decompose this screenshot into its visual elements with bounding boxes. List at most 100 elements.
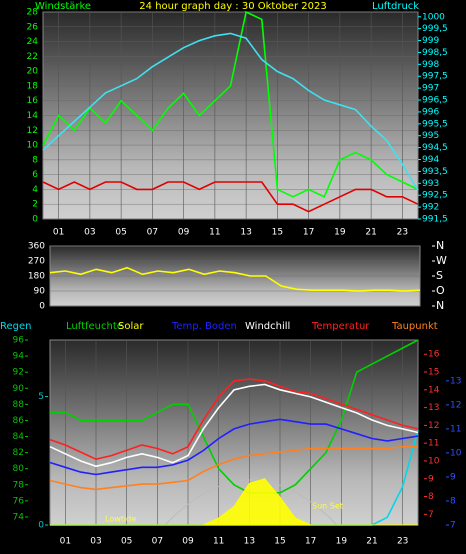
x-tick-label: 01: [60, 537, 71, 547]
x-tick-label: 21: [366, 537, 377, 547]
legend-entry: Luftfeuchte: [66, 321, 123, 332]
y-tick-label: 0: [38, 521, 44, 531]
x-tick-label: 05: [121, 537, 132, 547]
x-tick-label: 17: [305, 537, 316, 547]
chart-title: 24 hour graph day : 30 Oktober 2023: [139, 1, 326, 12]
y-tick-label: 86: [13, 416, 25, 426]
y-tick-label: 991,5: [422, 215, 448, 225]
y-tick-label: 5: [38, 392, 44, 402]
y-tick-label: 8: [428, 492, 434, 502]
x-tick-label: 21: [365, 228, 376, 238]
y-tick-label: 180: [28, 272, 45, 282]
y-tick-label: 13: [450, 376, 461, 386]
y-tick-label: 80: [13, 464, 25, 474]
y-tick-label: 270: [28, 257, 45, 267]
y-tick-label: 0: [39, 302, 45, 312]
y-tick-label: 996: [422, 107, 439, 117]
x-tick-label: 19: [334, 228, 346, 238]
x-tick-label: 11: [209, 228, 220, 238]
y-tick-label: 360: [28, 242, 45, 252]
y-tick-label: 999: [422, 36, 439, 46]
y-tick-label: 12: [27, 126, 38, 136]
series-line: [49, 383, 419, 468]
series-line: [49, 266, 421, 292]
y-tick-label: 96: [13, 336, 25, 346]
x-tick-label: 11: [213, 537, 224, 547]
x-tick-label: 13: [240, 228, 251, 238]
y-tick-label: 994: [422, 155, 439, 165]
y-tick-label: 10: [428, 456, 440, 466]
y-tick-label: W: [436, 254, 447, 267]
y-tick-label: 999,5: [422, 24, 448, 34]
series-line: [49, 418, 419, 476]
series-area: [50, 478, 418, 526]
y-tick-label: 2: [32, 200, 38, 210]
series-line: [42, 181, 419, 213]
y-tick-label: 90: [34, 287, 46, 297]
x-tick-label: 19: [336, 537, 348, 547]
x-tick-label: 01: [53, 228, 64, 238]
y-tick-label: 996,5: [422, 96, 448, 106]
y-tick-label: 9: [428, 474, 434, 484]
x-tick-label: 03: [84, 228, 95, 238]
y-tick-label: 997,5: [422, 72, 448, 82]
y-tick-label: S: [436, 269, 443, 282]
x-tick-label: 09: [182, 537, 194, 547]
y-tick-label: 9: [450, 472, 456, 482]
y-tick-label: 76: [13, 496, 25, 506]
y-tick-label: 16: [27, 96, 39, 106]
legend-entry: Taupunkt: [391, 321, 438, 332]
x-tick-label: 09: [178, 228, 190, 238]
series-line: [42, 10, 419, 198]
y-tick-label: 14: [27, 111, 39, 121]
y-tick-label: 16: [428, 350, 440, 360]
y-tick-label: 74: [13, 512, 25, 522]
y-tick-label: 998,5: [422, 48, 448, 58]
y-tick-label: 8: [450, 496, 456, 506]
y-tick-label: 24: [27, 37, 39, 47]
y-tick-label: 992: [422, 203, 439, 213]
y-tick-label: 998: [422, 60, 439, 70]
legend-entry: Windchill: [245, 321, 290, 332]
y-tick-label: 993: [422, 179, 439, 189]
x-tick-label: 23: [397, 228, 408, 238]
y-tick-label: 11: [428, 439, 439, 449]
y-tick-label: 995: [422, 131, 439, 141]
y-tick-label: 20: [27, 67, 39, 77]
series-line: [49, 378, 419, 461]
series-line: [42, 32, 419, 191]
x-tick-label: 07: [152, 537, 163, 547]
series-line: [50, 339, 419, 494]
y-tick-label: 995,5: [422, 119, 448, 129]
y-tick-label: 78: [13, 480, 25, 490]
y-tick-label: 993,5: [422, 167, 448, 177]
x-tick-label: 07: [147, 228, 158, 238]
y-tick-label: 26: [27, 22, 39, 32]
y-tick-label: 14: [428, 385, 440, 395]
x-tick-label: 05: [115, 228, 126, 238]
annotation: Sun Set: [312, 502, 343, 511]
sun-path: [164, 479, 338, 526]
plot-background: [49, 339, 419, 526]
y-tick-label: 92: [13, 368, 24, 378]
x-tick-label: 13: [244, 537, 255, 547]
legend-entry: Temp. Boden: [171, 321, 237, 332]
y-tick-label: 7: [450, 521, 456, 531]
y-tick-label: 0: [32, 215, 38, 225]
y-tick-label: 997: [422, 84, 439, 94]
y-tick-label: 8: [32, 155, 38, 165]
series-line: [49, 445, 418, 491]
y-tick-label: 88: [13, 400, 25, 410]
x-tick-label: 15: [274, 537, 285, 547]
y-tick-label: 22: [27, 52, 38, 62]
y-tick-label: 6: [32, 170, 38, 180]
legend-entry: Regen: [0, 321, 32, 332]
y-tick-label: 10: [27, 141, 39, 151]
y-tick-label: N: [436, 299, 444, 312]
y-tick-label: 13: [428, 403, 439, 413]
x-tick-label: 17: [303, 228, 314, 238]
annotation: Lowtide: [105, 515, 136, 524]
y-tick-label: N: [436, 239, 444, 252]
legend-entry: Solar: [118, 321, 144, 332]
